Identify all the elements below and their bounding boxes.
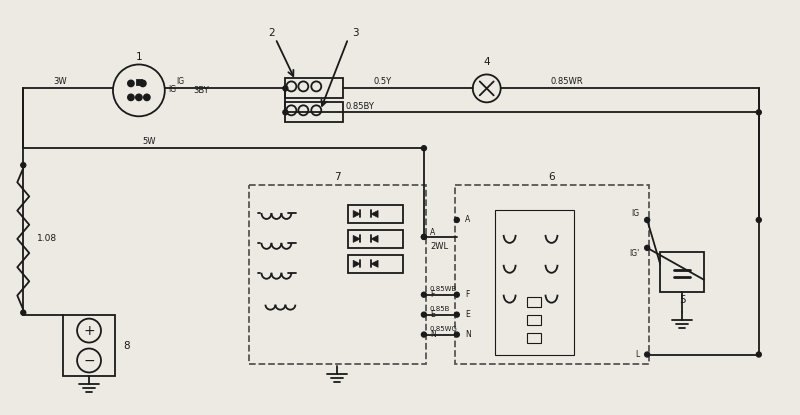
Circle shape [756,110,762,115]
Bar [137,81,142,85]
Circle shape [454,332,459,337]
Bar [494,210,574,354]
Text: F: F [430,290,434,299]
Circle shape [473,74,501,103]
Text: 3: 3 [352,27,358,38]
Circle shape [128,94,134,100]
Text: 0.85WR: 0.85WR [550,77,583,86]
Bar [249,185,426,364]
Polygon shape [371,210,378,217]
Text: IG: IG [177,77,185,86]
Circle shape [144,94,150,100]
Circle shape [283,86,288,91]
Circle shape [21,163,26,168]
Circle shape [422,234,426,239]
Text: 3W: 3W [53,77,66,86]
Text: IG': IG' [629,249,639,259]
Text: 2WL: 2WL [430,242,448,251]
Bar [660,252,704,292]
Text: 5: 5 [678,295,686,305]
Bar [348,205,403,223]
Circle shape [283,110,288,115]
Bar [526,332,541,342]
Bar [286,103,343,122]
Text: A: A [465,215,470,225]
Text: IG: IG [168,85,176,94]
Text: 6: 6 [548,172,555,182]
Bar [455,185,649,364]
Circle shape [454,292,459,297]
Text: 7: 7 [334,172,341,182]
Polygon shape [353,260,360,267]
Text: F: F [465,290,469,299]
Circle shape [756,217,762,222]
Bar [348,230,403,248]
Bar [526,315,541,325]
Polygon shape [371,260,378,267]
Circle shape [422,146,426,151]
Text: 0.85B: 0.85B [430,306,450,312]
Circle shape [140,81,146,86]
Text: 8: 8 [123,341,130,351]
Circle shape [128,81,134,86]
Text: −: − [83,354,95,368]
Circle shape [422,292,426,297]
Bar [286,78,343,98]
Circle shape [645,352,650,357]
Polygon shape [353,235,360,242]
Bar [348,255,403,273]
Text: 0.85BY: 0.85BY [345,102,374,111]
Text: 4: 4 [483,58,490,68]
Text: 3BY: 3BY [194,86,210,95]
Polygon shape [371,235,378,242]
Text: 0.85WG: 0.85WG [430,326,458,332]
Text: 0.85WB: 0.85WB [430,286,457,292]
Circle shape [454,312,459,317]
Text: IG: IG [631,210,639,218]
Text: A: A [430,228,435,237]
Polygon shape [353,210,360,217]
Text: 2: 2 [269,27,275,38]
Text: E: E [430,310,434,319]
Text: 1: 1 [135,51,142,61]
Text: 5W: 5W [143,137,156,146]
Circle shape [422,332,426,337]
Circle shape [113,64,165,116]
Text: N: N [430,330,436,339]
Text: +: + [83,324,95,337]
Text: E: E [465,310,470,319]
Circle shape [645,217,650,222]
Circle shape [422,312,426,317]
Circle shape [756,352,762,357]
Bar [526,297,541,307]
Circle shape [21,310,26,315]
Text: N: N [465,330,470,339]
Bar [63,315,115,376]
Text: 0.5Y: 0.5Y [373,77,391,86]
Text: 1.08: 1.08 [38,234,58,243]
Text: L: L [635,350,639,359]
Circle shape [422,234,426,239]
Circle shape [454,217,459,222]
Circle shape [136,94,142,100]
Circle shape [645,245,650,250]
